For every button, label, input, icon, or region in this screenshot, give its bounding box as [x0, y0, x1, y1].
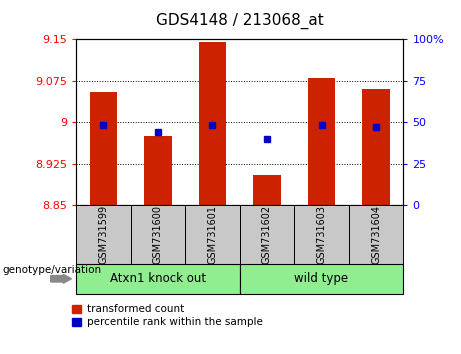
Text: GDS4148 / 213068_at: GDS4148 / 213068_at [156, 12, 324, 29]
Text: GSM731601: GSM731601 [207, 205, 218, 264]
Bar [254, 175, 281, 205]
Text: GSM731599: GSM731599 [98, 205, 108, 264]
Legend: transformed count, percentile rank within the sample: transformed count, percentile rank withi… [72, 304, 262, 327]
Text: GSM731604: GSM731604 [371, 205, 381, 264]
Text: GSM731602: GSM731602 [262, 205, 272, 264]
Bar [144, 136, 171, 205]
Bar [90, 92, 117, 205]
Bar [308, 78, 335, 205]
Text: Atxn1 knock out: Atxn1 knock out [110, 272, 206, 285]
Text: wild type: wild type [295, 272, 349, 285]
Bar [199, 42, 226, 205]
Text: GSM731603: GSM731603 [317, 205, 326, 264]
Text: GSM731600: GSM731600 [153, 205, 163, 264]
Text: genotype/variation: genotype/variation [2, 265, 101, 275]
Bar [362, 89, 390, 205]
